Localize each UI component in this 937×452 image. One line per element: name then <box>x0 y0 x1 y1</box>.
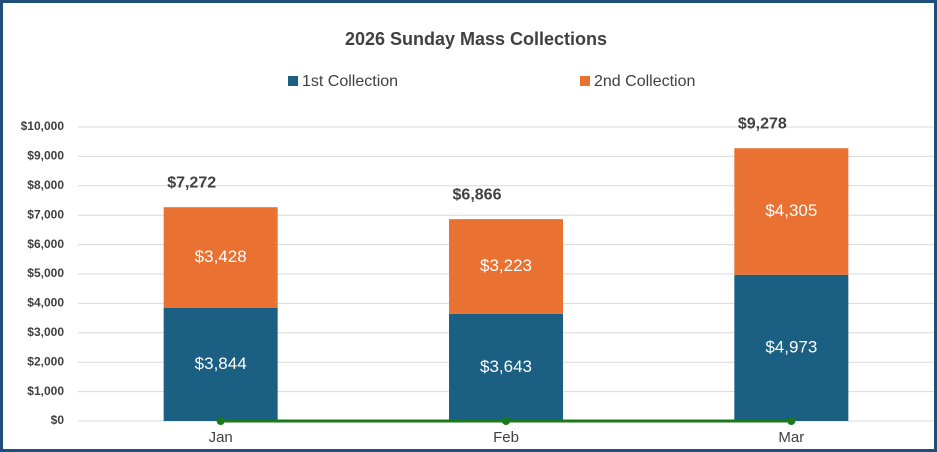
bar-segment <box>734 148 849 275</box>
data-label: $3,428 <box>195 247 247 266</box>
chart-title: 2026 Sunday Mass Collections <box>345 29 607 49</box>
x-tick-label: Mar <box>778 429 804 446</box>
data-label: $4,973 <box>765 337 817 356</box>
total-label: $6,866 <box>453 186 502 203</box>
total-label: $9,278 <box>738 115 787 132</box>
data-label: $3,844 <box>195 354 247 373</box>
bar-segment <box>449 313 563 421</box>
x-tick-label: Jan <box>209 429 233 446</box>
data-label: $4,305 <box>765 201 817 220</box>
y-tick-label: $5,000 <box>27 266 64 280</box>
data-label: $3,643 <box>480 357 532 376</box>
bar-segment <box>163 307 278 421</box>
bar-segment <box>163 207 278 308</box>
y-tick-label: $6,000 <box>27 237 64 251</box>
x-tick-label: Feb <box>493 429 519 446</box>
y-tick-label: $7,000 <box>27 207 64 221</box>
legend-label: 2nd Collection <box>594 73 695 90</box>
legend-swatch <box>580 76 590 86</box>
line-marker <box>216 417 225 425</box>
y-tick-label: $1,000 <box>27 384 64 398</box>
y-tick-label: $9,000 <box>27 149 64 163</box>
legend-label: 1st Collection <box>302 73 398 90</box>
line-marker <box>787 417 796 425</box>
y-tick-label: $8,000 <box>27 178 64 192</box>
total-label: $7,272 <box>167 174 216 191</box>
bar-segment <box>449 219 563 314</box>
y-tick-label: $4,000 <box>27 296 64 310</box>
data-label: $3,223 <box>480 256 532 275</box>
legend-swatch <box>288 76 298 86</box>
line-marker <box>502 417 510 425</box>
bar-segment <box>734 274 849 421</box>
y-tick-label: $3,000 <box>27 325 64 339</box>
y-tick-label: $0 <box>51 413 65 427</box>
y-tick-label: $2,000 <box>27 354 64 368</box>
y-tick-label: $10,000 <box>21 119 65 133</box>
